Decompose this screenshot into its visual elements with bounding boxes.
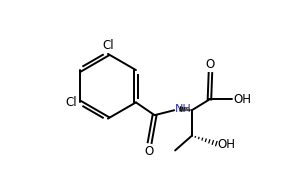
Text: OH: OH [233,93,251,106]
Text: O: O [206,58,215,71]
Text: Cl: Cl [102,39,114,52]
Text: O: O [144,145,153,158]
Text: Cl: Cl [65,96,77,109]
Text: NH: NH [175,104,192,114]
Text: OH: OH [217,138,235,151]
